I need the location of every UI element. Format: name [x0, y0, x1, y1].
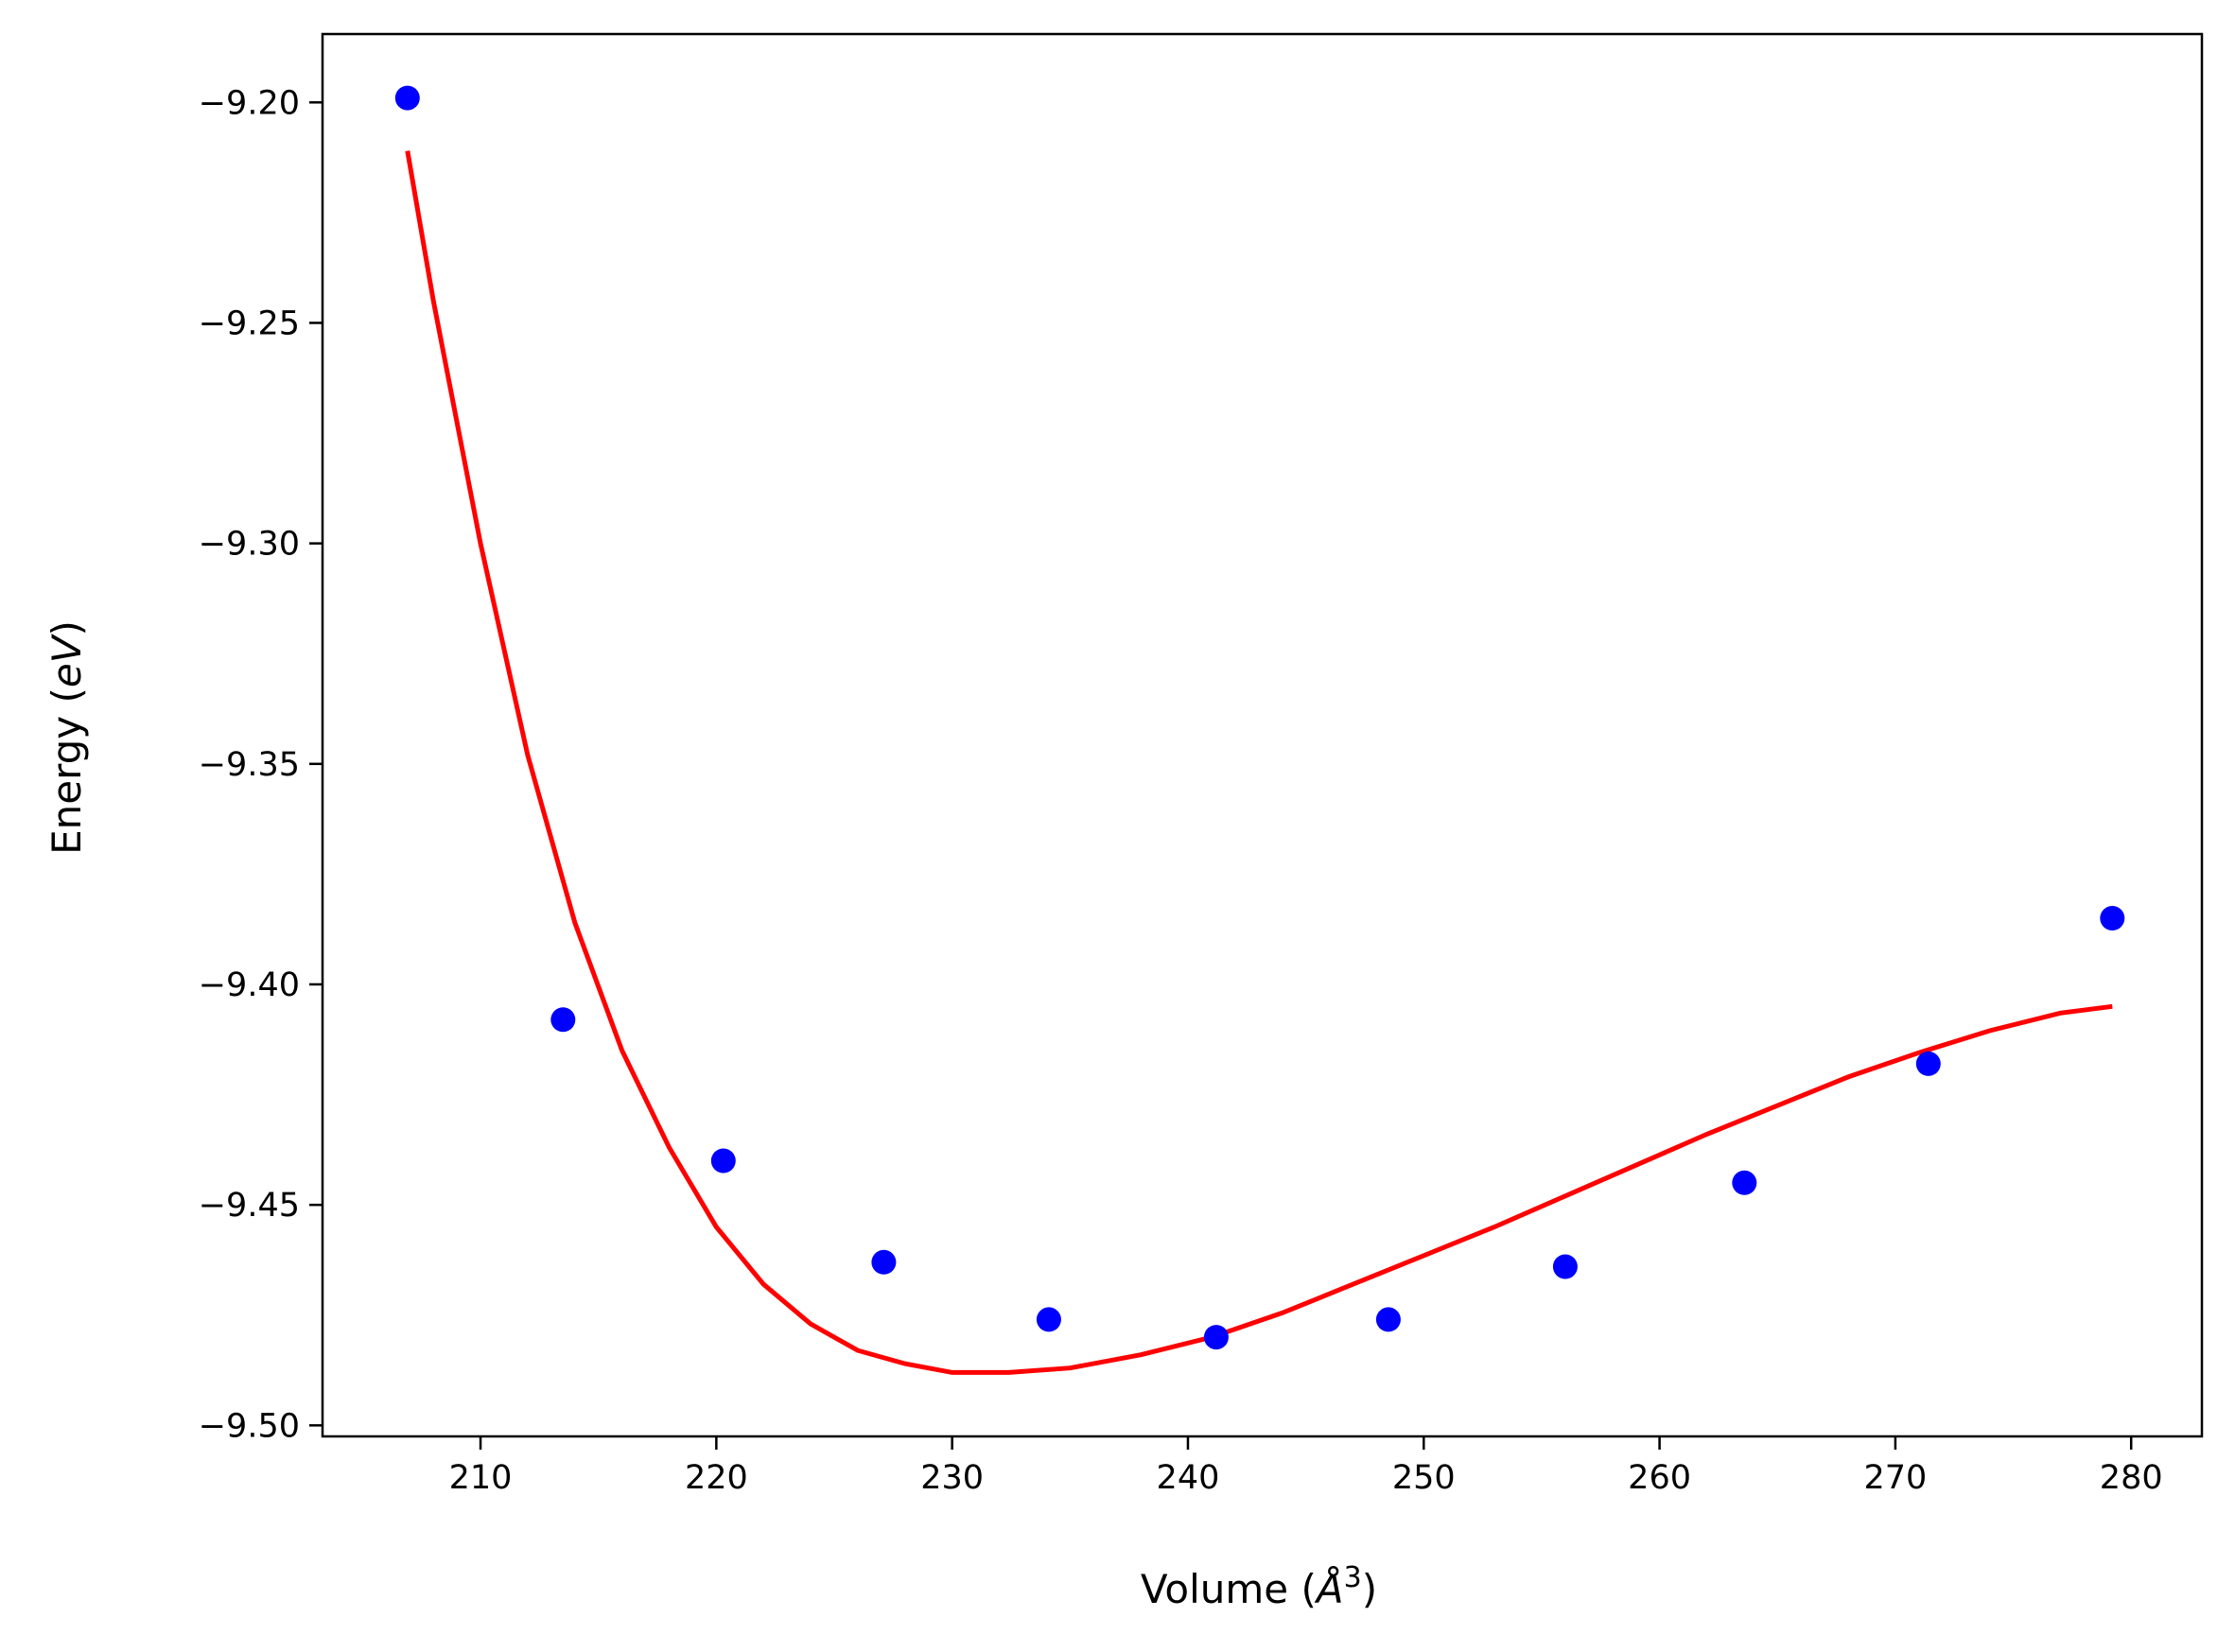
- x-axis-label: Volume (Å3): [1141, 1561, 1377, 1613]
- y-tick-label: −9.50: [199, 1407, 300, 1445]
- y-tick-label: −9.30: [199, 526, 300, 564]
- x-tick-label: 250: [1392, 1459, 1456, 1497]
- x-tick-label: 220: [685, 1459, 748, 1497]
- data-point: [1203, 1325, 1229, 1350]
- x-tick-label: 280: [2100, 1459, 2163, 1497]
- x-tick-label: 270: [1863, 1459, 1927, 1497]
- y-tick-label: −9.35: [199, 746, 300, 784]
- x-tick-label: 240: [1157, 1459, 1220, 1497]
- axes-layer: 210 220 230 240 250 260 270 280 −9.20 −9.25 −9.30 −…: [199, 32, 2204, 1497]
- data-point: [1375, 1307, 1401, 1332]
- data-point: [2100, 906, 2125, 930]
- x-tick-label: 260: [1628, 1459, 1691, 1497]
- y-tick-label: −9.40: [199, 966, 300, 1004]
- data-point: [394, 85, 420, 111]
- y-axis-label: Energy (eV): [44, 620, 90, 855]
- y-tick-label: −9.45: [199, 1187, 300, 1225]
- plot-layer: [394, 85, 2125, 1375]
- data-point: [1732, 1170, 1757, 1195]
- data-point: [1915, 1051, 1941, 1076]
- data-point: [1552, 1254, 1578, 1279]
- data-point: [710, 1148, 736, 1174]
- data-point: [871, 1249, 897, 1275]
- fit-curve-line: [405, 150, 2113, 1375]
- y-tick-label: −9.20: [199, 84, 300, 122]
- y-tick-label: −9.25: [199, 304, 300, 342]
- x-tick-label: 210: [449, 1459, 513, 1497]
- plot-frame: [321, 32, 2204, 1438]
- x-tick-label: 230: [920, 1459, 984, 1497]
- data-point: [1036, 1307, 1061, 1332]
- data-point: [550, 1007, 576, 1033]
